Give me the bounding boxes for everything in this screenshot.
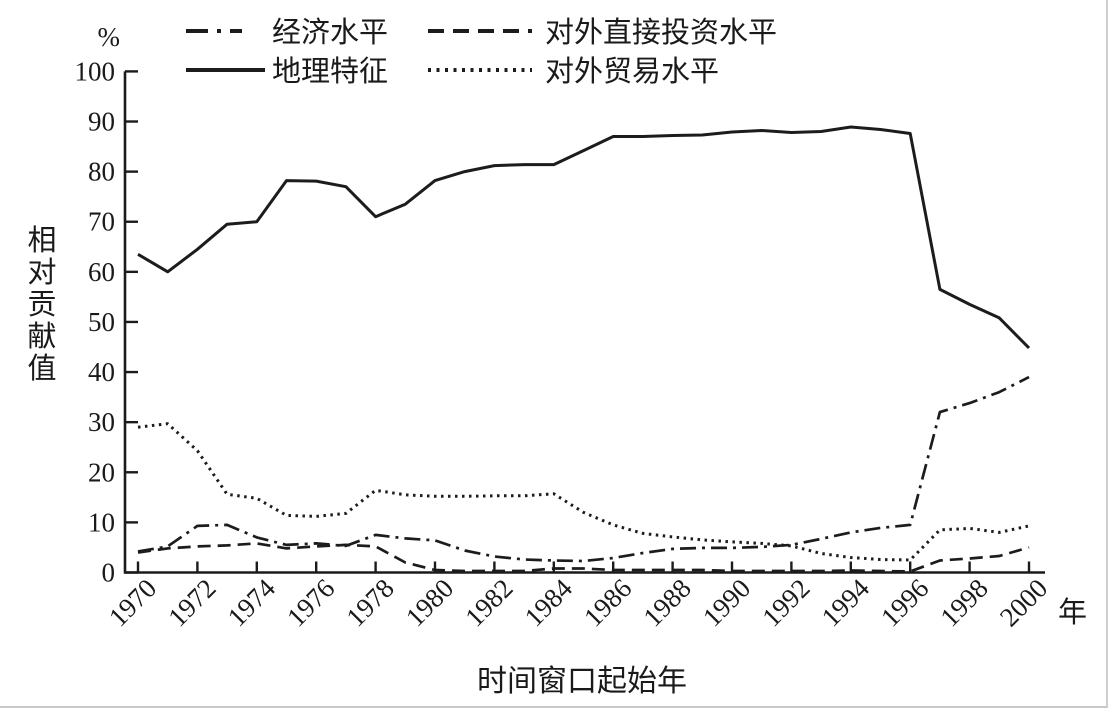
y-axis-title-char: 贡 [27, 289, 56, 321]
x-tick-label: 1994 [816, 573, 876, 633]
legend-label-foreign-trade-level: 对外贸易水平 [545, 55, 719, 88]
series-line-geographic-features [137, 125, 1031, 350]
x-axis-unit-label: 年 [1058, 596, 1087, 629]
x-tick-label: 2000 [994, 573, 1053, 632]
y-tick-label: 40 [88, 357, 115, 387]
x-tick-label: 1976 [281, 573, 340, 632]
x-tick-label: 1980 [400, 573, 459, 632]
x-tick-label: 1988 [637, 573, 696, 632]
y-tick-label: 60 [88, 257, 115, 287]
x-tick-label: 1986 [578, 573, 637, 632]
y-axis-title-char: 献 [27, 320, 56, 353]
x-tick-label: 1974 [222, 573, 282, 633]
axes [123, 71, 1045, 574]
y-tick-label: 20 [88, 457, 115, 487]
series-line-fdi-level [137, 542, 1030, 573]
y-axis-title-char: 值 [27, 352, 56, 385]
y-tick-label: 30 [88, 407, 115, 437]
y-tick-label: 70 [88, 207, 115, 237]
legend: 经济水平 对外直接投资水平 地理特征 对外贸易水平 [186, 16, 777, 88]
y-tick-label: 0 [102, 558, 116, 588]
y-tick-label: 90 [88, 107, 115, 137]
x-tick-label: 1978 [340, 573, 399, 632]
series-line-foreign-trade-level [137, 422, 1030, 562]
series-line-economic-level [137, 375, 1030, 563]
y-axis-title-char: 对 [27, 256, 56, 289]
legend-label-geographic-features: 地理特征 [272, 55, 388, 88]
legend-label-fdi-level: 对外直接投资水平 [545, 16, 777, 49]
y-tick-label: 80 [88, 157, 115, 187]
x-tick-label: 1992 [756, 573, 815, 632]
y-tick-label: 50 [88, 307, 115, 337]
legend-label-economic-level: 经济水平 [272, 16, 388, 49]
x-tick-label: 1998 [934, 573, 993, 632]
y-axis-title-char: 相 [27, 224, 56, 257]
y-tick-label: 10 [88, 507, 115, 537]
x-tick-label: 1982 [459, 573, 518, 632]
y-tick-label: 100 [75, 56, 116, 86]
x-axis-title: 时间窗口起始年 [477, 665, 687, 698]
x-tick-label: 1984 [519, 573, 579, 633]
x-tick-label: 1996 [875, 573, 934, 632]
x-tick-label: 1972 [162, 573, 221, 632]
x-tick-label: 1990 [697, 573, 756, 632]
y-axis-unit-label: % [98, 22, 121, 52]
